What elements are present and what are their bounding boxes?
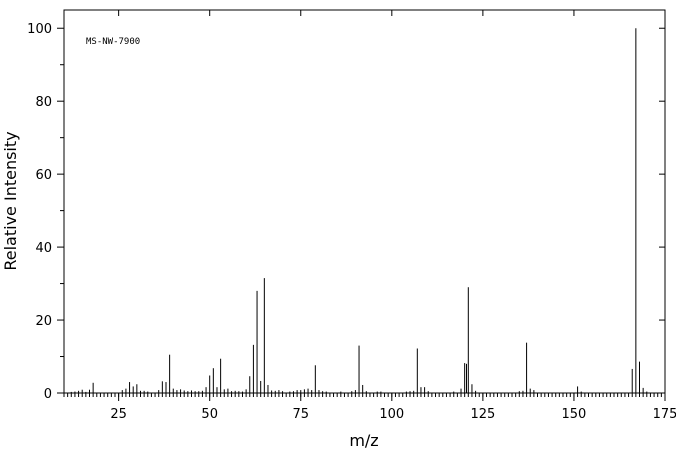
x-axis: 25 50 75 100 125 150 175 (110, 10, 676, 422)
x-tick-label: 75 (292, 407, 309, 422)
x-tick-label: 50 (201, 407, 218, 422)
y-axis: 0 20 40 60 80 100 (27, 22, 665, 402)
x-tick-label: 175 (653, 407, 676, 422)
y-tick-label: 40 (35, 241, 52, 256)
x-tick-label: 25 (110, 407, 127, 422)
y-tick-label: 80 (35, 95, 52, 110)
x-tick-label: 125 (470, 407, 495, 422)
peak-series (70, 28, 648, 393)
y-axis-label: Relative Intensity (1, 131, 20, 270)
spectrum-id-annotation: MS-NW-7900 (86, 37, 140, 47)
y-tick-label: 0 (44, 387, 52, 402)
y-tick-label: 60 (35, 168, 52, 183)
y-tick-label: 100 (27, 22, 52, 37)
y-tick-label: 20 (35, 314, 52, 329)
plot-frame (63, 9, 666, 394)
x-axis-label: m/z (349, 431, 378, 450)
x-minor-ticks (63, 393, 666, 397)
x-tick-label: 100 (379, 407, 404, 422)
x-tick-label: 150 (562, 407, 587, 422)
